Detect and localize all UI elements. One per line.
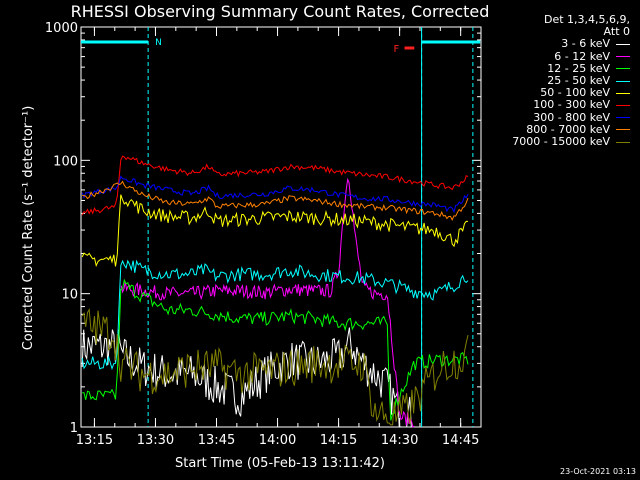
chart-title: RHESSI Observing Summary Count Rates, Co… xyxy=(71,2,490,21)
legend-swatch xyxy=(616,44,630,45)
series-line-3 xyxy=(81,259,469,371)
legend-label: 7000 - 15000 keV xyxy=(512,135,610,149)
series-group xyxy=(81,155,469,428)
legend-entry: 25 - 50 keV xyxy=(468,74,636,88)
x-axis-label: Start Time (05-Feb-13 13:11:42) xyxy=(175,456,385,471)
x-tick-label: 13:30 xyxy=(137,433,174,448)
legend-label: 25 - 50 keV xyxy=(547,74,610,88)
legend-entry: 300 - 800 keV xyxy=(468,110,636,124)
legend: Det 1,3,4,5,6,9, Att 0 3 - 6 keV 6 - 12 k… xyxy=(468,13,636,148)
timestamp: 23-Oct-2021 03:13 xyxy=(560,467,636,476)
legend-label: 6 - 12 keV xyxy=(554,49,610,63)
series-line-8 xyxy=(81,307,469,426)
legend-swatch xyxy=(616,129,630,131)
y-tick-label: 1000 xyxy=(45,21,78,36)
plot-frame xyxy=(80,26,482,428)
legend-entry: 3 - 6 keV xyxy=(468,38,636,50)
x-tick-label: 13:45 xyxy=(198,433,235,448)
legend-entry: 7000 - 15000 keV xyxy=(468,135,636,149)
y-axis-label: Corrected Count Rate (s⁻¹ detector⁻¹) xyxy=(21,106,36,351)
legend-swatch xyxy=(616,141,630,143)
legend-swatch xyxy=(616,56,630,58)
x-tick-label: 14:15 xyxy=(320,433,357,448)
series-line-4 xyxy=(81,194,468,268)
x-tick-label: 13:15 xyxy=(76,433,113,448)
flag-markers: NF xyxy=(81,27,481,427)
legend-entry: 800 - 7000 keV xyxy=(468,122,636,136)
series-line-1 xyxy=(120,177,415,428)
legend-header-2: Att 0 xyxy=(603,25,630,39)
series-line-2 xyxy=(82,278,469,421)
axes: 1 10 100 1000 13:15 13:30 13:45 14:00 14:15 14:30… xyxy=(45,21,482,448)
legend-label: 3 - 6 keV xyxy=(561,37,610,51)
legend-label: 50 - 100 keV xyxy=(540,86,610,100)
legend-label: 800 - 7000 keV xyxy=(526,122,610,136)
flag-label: N xyxy=(155,38,162,48)
legend-entry: 12 - 25 keV xyxy=(468,61,636,75)
legend-swatch xyxy=(616,92,630,94)
series-line-5 xyxy=(81,155,469,216)
legend-entry: 100 - 300 keV xyxy=(468,99,636,111)
legend-header-1: Det 1,3,4,5,6,9, xyxy=(543,13,630,26)
legend-label: 100 - 300 keV xyxy=(533,98,610,112)
x-tick-label: 14:45 xyxy=(442,433,479,448)
legend-label: 12 - 25 keV xyxy=(547,61,610,75)
legend-swatch xyxy=(616,117,630,119)
y-tick-label: 10 xyxy=(61,288,78,303)
x-tick-label: 14:00 xyxy=(259,433,296,448)
legend-swatch xyxy=(616,80,630,82)
legend-label: 300 - 800 keV xyxy=(533,110,610,124)
x-tick-label: 14:30 xyxy=(381,433,418,448)
legend-entry: 50 - 100 keV xyxy=(468,87,636,99)
y-tick-label: 1 xyxy=(70,421,78,436)
y-tick-label: 100 xyxy=(53,154,78,169)
series-line-6 xyxy=(81,175,469,214)
legend-entry: 6 - 12 keV xyxy=(468,49,636,63)
legend-swatch xyxy=(616,105,630,107)
flare-label: F xyxy=(394,44,400,55)
series-line-7 xyxy=(82,180,469,221)
legend-swatch xyxy=(616,68,630,70)
legend-rows: 3 - 6 keV 6 - 12 keV 12 - 25 keV 25 - 50 ke… xyxy=(468,38,636,148)
